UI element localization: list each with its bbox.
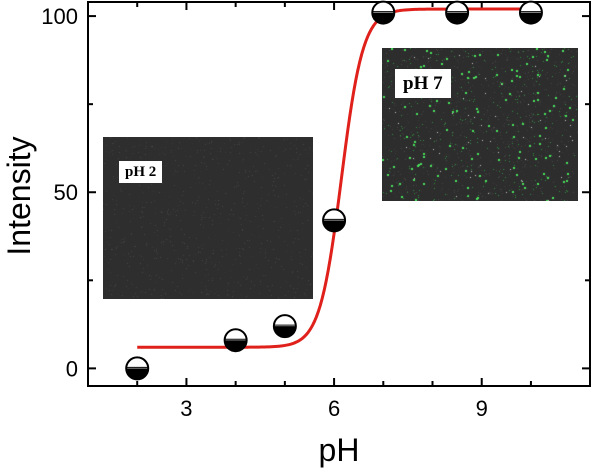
x-tick-label: 3 bbox=[180, 396, 192, 421]
inset-label-ph2: pH 2 bbox=[119, 161, 163, 183]
inset-image-ph7: pH 7 bbox=[382, 48, 578, 201]
tick-labels: 3 6 9 0 50 100 bbox=[41, 4, 488, 421]
x-axis-label: pH bbox=[319, 432, 360, 468]
data-point bbox=[223, 328, 248, 353]
data-point bbox=[518, 0, 543, 25]
inset-label-ph7: pH 7 bbox=[395, 69, 451, 98]
x-tick-label: 9 bbox=[476, 396, 488, 421]
y-tick-label: 50 bbox=[54, 180, 78, 205]
data-point bbox=[371, 0, 396, 25]
data-point bbox=[445, 0, 470, 25]
data-point bbox=[125, 356, 150, 381]
data-points bbox=[125, 0, 543, 381]
x-tick-label: 6 bbox=[328, 396, 340, 421]
y-tick-label: 100 bbox=[41, 4, 78, 29]
y-axis-label: Intensity bbox=[1, 136, 37, 255]
y-tick-label: 0 bbox=[66, 356, 78, 381]
data-point bbox=[272, 314, 297, 339]
inset-image-ph2: pH 2 bbox=[103, 137, 313, 299]
plot-frame bbox=[87, 1, 591, 387]
data-point bbox=[322, 208, 347, 233]
